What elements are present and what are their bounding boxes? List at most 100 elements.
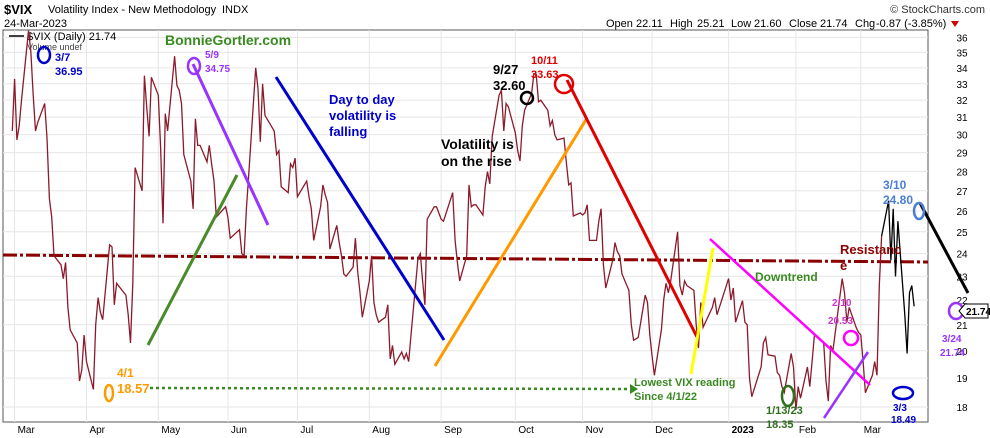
open-value: 22.11 [636,18,663,30]
ann-lowest-2: Since 4/1/22 [634,391,697,403]
marker-mar7 [36,45,52,65]
ann-apr1-date: 4/1 [117,366,134,380]
marker-apr1 [103,383,115,403]
y-tick-label: 30 [956,131,968,142]
y-tick-label: 31 [956,113,968,124]
legend-volume: Volume undef [27,42,83,52]
x-tick-label: 2023 [732,425,755,436]
y-tick-label: 25 [956,228,968,239]
symbol-label: $VIX [4,2,33,17]
x-tick-label: Oct [518,425,534,436]
marker-sep27 [519,90,535,106]
ann-mar7-value: 36.95 [55,66,83,78]
legend: $VIX (Daily) 21.74 Volume undef [9,31,116,52]
ann-feb10-value: 20.53 [828,316,853,327]
last-price-tag: 21.74 [958,303,990,319]
ann-mar7-date: 3/7 [55,52,70,64]
marker-mar3 [891,385,915,401]
ohlc-readout: Open 22.11 High 25.21 Low 21.60 Close 21… [606,18,959,30]
price-tag-box [958,303,989,319]
x-tick-label: Mar [18,425,36,436]
y-tick-label: 28 [956,167,968,178]
y-tick-label: 23 [956,272,968,283]
arrow-right-icon [630,384,638,394]
ann-sep27-value: 32.60 [493,78,526,93]
y-tick-label: 22 [956,296,968,307]
y-tick-label: 33 [956,80,968,91]
low-value: 21.60 [754,18,782,30]
ann-resistance-2: e [840,258,847,273]
x-tick-label: Feb [799,425,817,436]
y-tick-label: 36 [956,33,968,44]
ann-mar3-value: 18.49 [891,415,916,426]
ann-mar24-date: 3/24 [942,334,962,345]
y-tick-label: 29 [956,149,968,160]
uptrend-orange-line [433,117,589,367]
ann-may9-date: 5/9 [205,50,219,61]
ann-sep27-date: 9/27 [493,62,518,77]
highlight-markers [36,45,965,408]
close-value: 21.74 [820,18,848,30]
ann-jan13-value: 18.35 [766,419,794,431]
marker-feb10 [842,329,860,347]
lowest-reading-line [149,386,631,391]
marker-oct11 [553,73,575,95]
plot-frame [2,29,929,423]
ann-rise-1: Volatility is [441,136,514,152]
y-tick-label: 26 [956,207,968,218]
down-arrow-icon [951,21,959,27]
ann-mar24-value: 21.74 [940,348,965,359]
marker-may9 [186,56,202,76]
ann-downtrend: Downtrend [755,270,818,284]
x-tick-label: Apr [89,425,105,436]
chart-date: 24-Mar-2023 [4,18,67,30]
watermark: BonnieGortler.com [165,32,291,48]
ann-oct11-date: 10/11 [531,55,558,67]
x-tick-label: Jun [231,425,247,436]
x-tick-label: Jul [300,425,313,436]
y-tick-label: 18 [956,403,968,414]
downtrend-red-line [565,79,699,338]
x-tick-label: Dec [655,425,673,436]
y-tick-label: 20 [956,347,968,358]
uptrend-green-line [146,174,239,346]
ann-mar10-value: 24.80 [883,193,913,207]
open-label: Open [606,18,633,30]
y-tick-label: 19 [956,374,968,385]
y-axis: 18 19 20 21 22 23 24 25 26 27 28 29 30 31 32 33 34 35 36 [956,33,968,414]
uptrend-violet-line [822,351,870,419]
ann-falling-2: volatility is [329,108,396,123]
ann-feb10-date: 2/10 [832,298,852,309]
y-tick-label: 21 [956,321,968,332]
y-tick-label: 34 [956,64,968,75]
high-label: High [670,18,693,30]
grid [3,30,928,422]
chg-label: Chg [855,18,875,30]
ann-mar3-date: 3/3 [893,403,907,414]
downtrend-black-line [918,202,970,294]
y-tick-label: 27 [956,187,968,198]
y-tick-label: 24 [956,250,968,261]
ann-may9-value: 34.75 [205,64,230,75]
exchange-label: INDX [222,4,249,16]
index-name: Volatility Index - New Methodology [48,4,217,16]
annotations: 3/7 36.95 BonnieGortler.com 5/9 34.75 Da… [55,32,965,431]
close-label: Close [789,18,817,30]
price-line-recent [880,200,915,354]
ann-jan13-date: 1/13/23 [766,405,803,417]
low-label: Low [731,18,751,30]
copyright: © StockCharts.com [890,4,985,16]
ann-rise-2: on the rise [441,153,512,169]
ann-lowest-1: Lowest VIX reading [634,377,735,389]
downtrend-magenta-line [709,238,871,386]
marker-jan13 [780,384,796,408]
x-tick-label: Aug [372,425,390,436]
downtrend-purple-line [191,63,270,226]
ann-falling-1: Day to day [329,92,396,107]
ann-resistance: Resistanc [840,242,901,257]
chg-value: -0.87 (-3.85%) [876,18,946,30]
x-tick-label: Mar [864,425,882,436]
x-axis: Mar Apr May Jun Jul Aug Sep Oct Nov Dec 2023 Feb Mar [18,425,882,436]
y-tick-label: 35 [956,48,968,59]
